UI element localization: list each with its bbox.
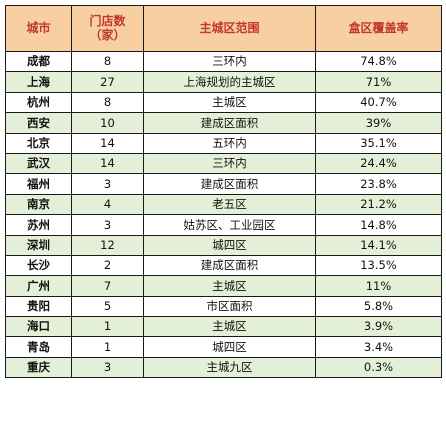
table-header: 城市 门店数 （家） 主城区范围 盒区覆盖率 xyxy=(5,5,442,52)
cell-stores: 1 xyxy=(71,336,144,358)
cell-coverage: 3.4% xyxy=(315,336,442,358)
cell-stores: 12 xyxy=(71,234,144,256)
header-stores: 门店数 （家） xyxy=(71,5,144,52)
cell-area: 五环内 xyxy=(143,132,316,154)
cell-city: 苏州 xyxy=(5,214,72,236)
cell-stores: 1 xyxy=(71,316,144,338)
cell-city: 杭州 xyxy=(5,91,72,114)
cell-area: 主城区 xyxy=(143,91,316,114)
cell-coverage: 11% xyxy=(315,275,442,297)
cell-area: 老五区 xyxy=(143,193,316,216)
cell-stores: 8 xyxy=(71,91,144,114)
header-area: 主城区范围 xyxy=(143,5,316,52)
cell-area: 主城区 xyxy=(143,275,316,297)
table-body: 成都 8 三环内 74.8% 上海 27 上海规划的主城区 71% 杭州 8 主城区 40.7% 西安 1… xyxy=(5,50,442,379)
table-row: 长沙 2 建成区面积 13.5% xyxy=(5,254,442,277)
cell-area: 城四区 xyxy=(143,336,316,358)
cell-area: 三环内 xyxy=(143,50,316,73)
cell-stores: 27 xyxy=(71,71,144,93)
cell-stores: 3 xyxy=(71,214,144,236)
cell-stores: 14 xyxy=(71,152,144,175)
cell-coverage: 35.1% xyxy=(315,132,442,154)
cell-city: 南京 xyxy=(5,193,72,216)
table-row: 武汉 14 三环内 24.4% xyxy=(5,152,442,175)
cell-area: 主城九区 xyxy=(143,356,316,379)
table-row: 西安 10 建成区面积 39% xyxy=(5,112,442,134)
cell-stores: 3 xyxy=(71,173,144,195)
cell-coverage: 74.8% xyxy=(315,50,442,73)
cell-area: 三环内 xyxy=(143,152,316,175)
cell-coverage: 39% xyxy=(315,112,442,134)
cell-coverage: 5.8% xyxy=(315,295,442,318)
cell-stores: 5 xyxy=(71,295,144,318)
table-row: 重庆 3 主城九区 0.3% xyxy=(5,356,442,379)
cell-area: 主城区 xyxy=(143,316,316,338)
cell-city: 深圳 xyxy=(5,234,72,256)
header-stores-line1: 门店数 xyxy=(89,14,126,29)
cell-coverage: 71% xyxy=(315,71,442,93)
cell-city: 北京 xyxy=(5,132,72,154)
cell-area: 城四区 xyxy=(143,234,316,256)
cell-city: 西安 xyxy=(5,112,72,134)
header-coverage: 盒区覆盖率 xyxy=(315,5,442,52)
cell-coverage: 13.5% xyxy=(315,254,442,277)
cell-coverage: 14.1% xyxy=(315,234,442,256)
cell-coverage: 40.7% xyxy=(315,91,442,114)
table-row: 苏州 3 姑苏区、工业园区 14.8% xyxy=(5,214,442,236)
cell-stores: 14 xyxy=(71,132,144,154)
table-row: 北京 14 五环内 35.1% xyxy=(5,132,442,154)
header-row: 城市 门店数 （家） 主城区范围 盒区覆盖率 xyxy=(5,5,442,52)
cell-area: 市区面积 xyxy=(143,295,316,318)
coverage-table-container: 城市 门店数 （家） 主城区范围 盒区覆盖率 成都 8 三环内 74.8% 上海 27 上海… xyxy=(5,5,442,379)
cell-city: 长沙 xyxy=(5,254,72,277)
table-row: 海口 1 主城区 3.9% xyxy=(5,316,442,338)
cell-coverage: 14.8% xyxy=(315,214,442,236)
cell-stores: 7 xyxy=(71,275,144,297)
table-row: 南京 4 老五区 21.2% xyxy=(5,193,442,216)
header-city: 城市 xyxy=(5,5,72,52)
cell-area: 姑苏区、工业园区 xyxy=(143,214,316,236)
cell-coverage: 23.8% xyxy=(315,173,442,195)
cell-area: 建成区面积 xyxy=(143,112,316,134)
table-row: 广州 7 主城区 11% xyxy=(5,275,442,297)
cell-city: 重庆 xyxy=(5,356,72,379)
cell-city: 成都 xyxy=(5,50,72,73)
cell-city: 海口 xyxy=(5,316,72,338)
cell-area: 建成区面积 xyxy=(143,173,316,195)
table-row: 成都 8 三环内 74.8% xyxy=(5,50,442,73)
coverage-table: 城市 门店数 （家） 主城区范围 盒区覆盖率 成都 8 三环内 74.8% 上海 27 上海… xyxy=(5,5,442,379)
table-row: 贵阳 5 市区面积 5.8% xyxy=(5,295,442,318)
cell-city: 广州 xyxy=(5,275,72,297)
table-row: 青岛 1 城四区 3.4% xyxy=(5,336,442,358)
table-row: 深圳 12 城四区 14.1% xyxy=(5,234,442,256)
table-row: 上海 27 上海规划的主城区 71% xyxy=(5,71,442,93)
cell-city: 福州 xyxy=(5,173,72,195)
cell-coverage: 0.3% xyxy=(315,356,442,379)
cell-stores: 3 xyxy=(71,356,144,379)
cell-stores: 8 xyxy=(71,50,144,73)
cell-coverage: 3.9% xyxy=(315,316,442,338)
cell-coverage: 21.2% xyxy=(315,193,442,216)
cell-city: 武汉 xyxy=(5,152,72,175)
header-stores-line2: （家） xyxy=(89,27,126,42)
cell-stores: 4 xyxy=(71,193,144,216)
cell-area: 上海规划的主城区 xyxy=(143,71,316,93)
cell-coverage: 24.4% xyxy=(315,152,442,175)
cell-area: 建成区面积 xyxy=(143,254,316,277)
table-row: 杭州 8 主城区 40.7% xyxy=(5,91,442,114)
table-row: 福州 3 建成区面积 23.8% xyxy=(5,173,442,195)
cell-stores: 2 xyxy=(71,254,144,277)
cell-city: 青岛 xyxy=(5,336,72,358)
cell-stores: 10 xyxy=(71,112,144,134)
cell-city: 上海 xyxy=(5,71,72,93)
cell-city: 贵阳 xyxy=(5,295,72,318)
